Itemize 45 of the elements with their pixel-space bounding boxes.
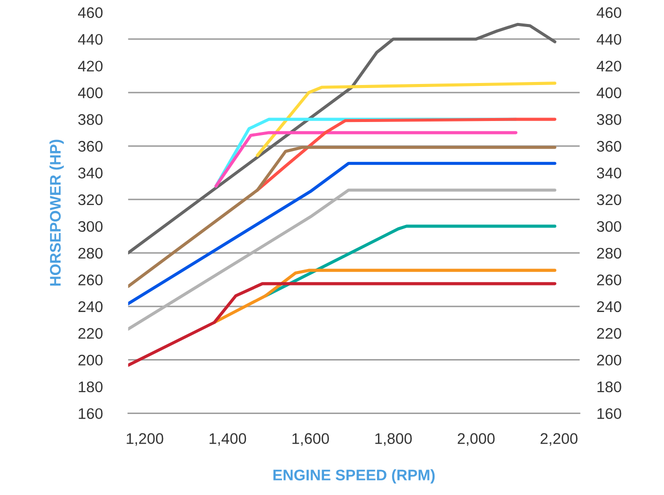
y2-tick-label: 400 [596,87,622,98]
y2-tick-label: 300 [596,221,622,232]
y-tick-label: 420 [78,60,103,72]
y-tick-label: 220 [78,328,103,339]
y2-tick-label: 180 [598,381,622,392]
y2-tick-label: 160 [598,408,622,420]
y2-tick-label: 460 [596,7,622,18]
y-tick-label: 380 [78,114,103,125]
y2-tick-label: 220 [597,328,622,339]
y-axis-title: HORSEPOWER (HP) [50,140,64,286]
line-series [212,268,556,324]
y2-tick-label: 440 [596,34,622,45]
y2-tick-label: 340 [596,168,622,178]
x-tick-label: 2,000 [458,433,495,446]
line-series [128,146,556,288]
y-tick-label: 300 [78,221,103,232]
x-tick-label: 1,600 [292,433,329,446]
y2-tick-label: 260 [597,274,622,286]
y-tick-label: 320 [78,194,103,206]
y-tick-label: 260 [78,274,103,286]
x-tick-label: 2,200 [540,433,578,446]
line-series [128,282,556,367]
y-tick-label: 460 [78,7,103,18]
y-tick-label: 360 [78,140,103,152]
y2-tick-label: 380 [596,114,622,125]
y-tick-label: 240 [78,301,103,312]
line-series [128,22,556,254]
y-tick-label: 180 [78,381,103,392]
y-tick-label: 400 [78,87,103,98]
x-tick-label: 1,400 [210,433,246,446]
line-series [256,82,556,157]
y2-tick-label: 200 [597,354,622,366]
y2-tick-label: 420 [596,60,622,72]
y-tick-label: 160 [78,408,103,420]
y2-tick-label: 360 [596,140,622,152]
x-axis-title: ENGINE SPEED (RPM) [273,469,435,484]
y-tick-label: 280 [78,248,103,259]
y-tick-label: 340 [78,168,103,178]
y2-tick-label: 240 [597,301,622,312]
y2-tick-label: 320 [596,194,622,206]
x-tick-label: 1,200 [126,433,164,446]
y-tick-label: 440 [78,34,103,45]
y2-tick-label: 280 [597,248,622,259]
x-tick-label: 1,800 [375,433,412,446]
y-tick-label: 200 [78,354,103,366]
